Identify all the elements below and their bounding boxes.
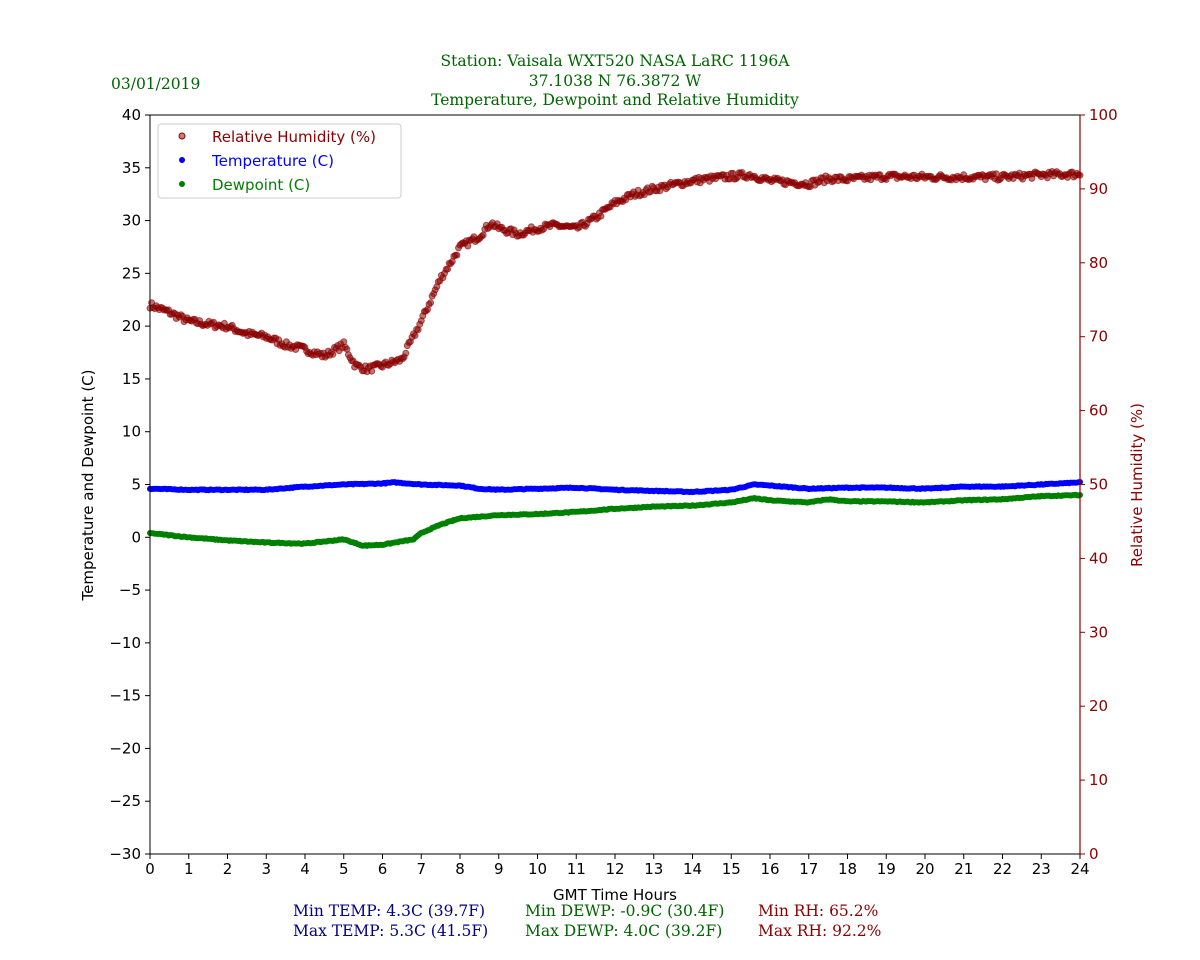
x-tick-label: 15 [722,860,741,878]
x-tick-label: 1 [184,860,194,878]
x-tick-label: 4 [300,860,310,878]
x-tick-label: 18 [838,860,857,878]
y-right-tick-label: 50 [1089,476,1108,494]
y-right-tick-label: 40 [1089,549,1108,567]
data-point [444,265,452,273]
legend-label-dewp: Dewpoint (C) [212,176,310,194]
y-tick-label: 35 [122,159,141,177]
y-right-tick-label: 70 [1089,328,1108,346]
stat-max-dewp: Max DEWP: 4.0C (39.2F) [525,922,722,940]
legend-marker-temp [179,157,185,163]
y-tick-label: −5 [119,581,141,599]
y-right-tick-label: 20 [1089,697,1108,715]
y-tick-label: −25 [109,792,141,810]
data-point [427,299,435,307]
legend-marker-rh [178,132,186,140]
y-tick-label: −30 [109,845,141,863]
legend-box [157,123,402,199]
y-tick-label: 25 [122,264,141,282]
legend: Relative Humidity (%) Temperature (C) De… [157,123,402,199]
data-point [453,251,461,259]
series-1 [147,479,1083,496]
x-tick-label: 9 [494,860,504,878]
y-tick-label: 0 [131,528,141,546]
data-point [411,332,419,339]
chart-date: 03/01/2019 [111,75,200,93]
x-tick-label: 3 [261,860,271,878]
x-tick-label: 21 [954,860,973,878]
y-right-tick-label: 80 [1089,254,1108,272]
x-tick-label: 13 [644,860,663,878]
y-tick-label: −15 [109,687,141,705]
y-axis-label: Temperature and Dewpoint (C) [79,369,97,601]
legend-label-temp: Temperature (C) [211,152,334,170]
x-tick-label: 5 [339,860,349,878]
x-tick-label: 10 [528,860,547,878]
y-right-tick-label: 100 [1089,106,1118,124]
y-right-tick-label: 10 [1089,771,1108,789]
x-tick-label: 17 [799,860,818,878]
data-point [402,349,410,357]
plot-frame [149,114,1081,855]
y-tick-label: −20 [109,739,141,757]
x-tick-label: 20 [915,860,934,878]
y-right-tick-label: 60 [1089,402,1108,420]
x-tick-label: 0 [145,860,155,878]
y-tick-label: −10 [109,634,141,652]
y-right-tick-label: 0 [1089,845,1099,863]
y-right-tick-label: 30 [1089,623,1108,641]
data-point [597,212,605,220]
data-point [329,350,337,358]
x-tick-label: 14 [683,860,702,878]
x-tick-label: 6 [378,860,388,878]
y-tick-label: 15 [122,370,141,388]
x-tick-label: 12 [605,860,624,878]
y-tick-label: 40 [122,106,141,124]
chart-title-line-2: 37.1038 N 76.3872 W [529,72,702,90]
stat-min-dewp: Min DEWP: -0.9C (30.4F) [525,902,724,920]
x-tick-label: 16 [760,860,779,878]
x-tick-label: 11 [567,860,586,878]
legend-label-rh: Relative Humidity (%) [212,128,376,146]
data-point [479,231,487,239]
series-2 [147,491,1083,549]
legend-marker-dewp [179,181,185,187]
y-tick-label: 10 [122,423,141,441]
data-point [992,170,1000,178]
x-tick-label: 24 [1070,860,1089,878]
data-point [368,367,376,375]
y-right-tick-label: 90 [1089,180,1108,198]
x-tick-label: 2 [223,860,233,878]
stat-min-rh: Min RH: 65.2% [758,902,878,920]
stat-max-temp: Max TEMP: 5.3C (41.5F) [293,922,488,940]
chart-title-line-1: Station: Vaisala WXT520 NASA LaRC 1196A [441,52,791,70]
y-tick-label: 5 [131,476,141,494]
x-tick-label: 22 [993,860,1012,878]
y-tick-label: 20 [122,317,141,335]
stat-max-rh: Max RH: 92.2% [758,922,881,940]
x-tick-label: 7 [416,860,426,878]
y-tick-label: 30 [122,212,141,230]
x-tick-label: 8 [455,860,465,878]
x-axis-label: GMT Time Hours [553,886,677,904]
chart-title-line-3: Temperature, Dewpoint and Relative Humid… [431,91,799,109]
x-tick-label: 19 [877,860,896,878]
series-0 [146,168,1084,376]
data-point [464,242,472,250]
x-tick-label: 23 [1032,860,1051,878]
stat-min-temp: Min TEMP: 4.3C (39.7F) [293,902,485,920]
y-axis-right-label: Relative Humidity (%) [1128,403,1146,567]
